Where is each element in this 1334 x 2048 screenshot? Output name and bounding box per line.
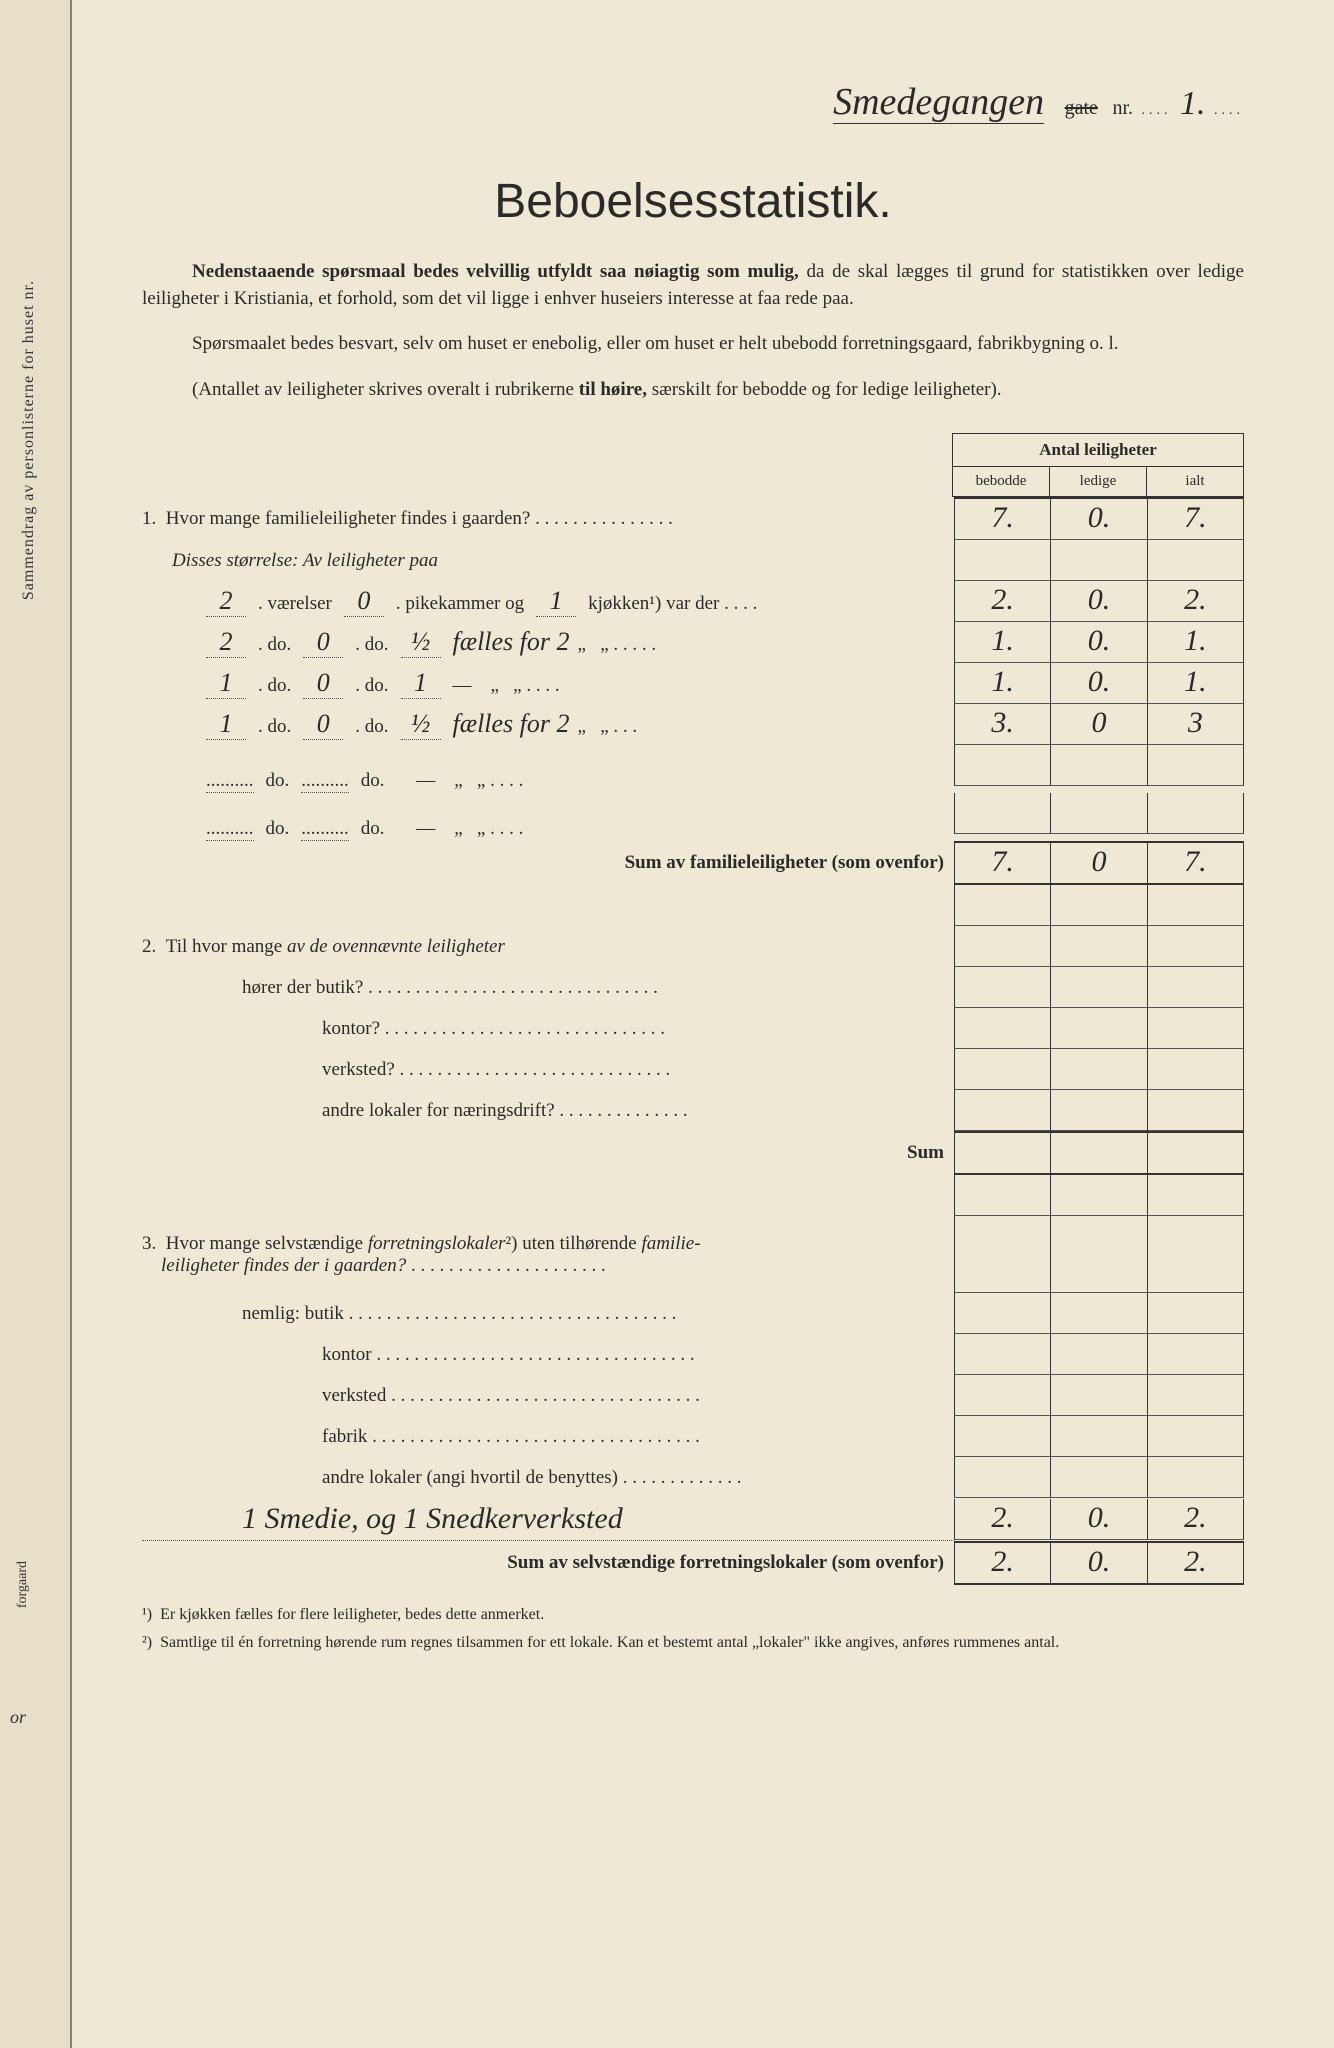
q1-subrow-1: 2. værelser 0. pikekammer og 1 kjøkken¹)…	[142, 581, 1244, 622]
q1-disses: Disses størrelse: Av leiligheter paa	[142, 540, 1244, 581]
q1-subrow-2: 2. do. 0. do. ½ fælles for 2 „ „ . . . .…	[142, 622, 1244, 663]
q3-handwritten: 1 Smedie, og 1 Snedkerverksted 2. 0. 2.	[142, 1498, 1244, 1541]
footnote-1: Er kjøkken fælles for flere leiligheter,…	[160, 1603, 544, 1627]
nr-label: nr.	[1112, 97, 1133, 119]
q3-sum: Sum av selvstændige forretningslokaler (…	[142, 1541, 1244, 1585]
col-ialt: ialt	[1147, 467, 1243, 496]
q1-subrow-6: ..........do. ..........do. — „ „ . . . …	[142, 793, 1244, 841]
intro-paragraph-1: Nedenstaaende spørsmaal bedes velvillig …	[142, 259, 1244, 312]
street-name: Smedegangen	[833, 81, 1044, 124]
q2-andre: andre lokaler for næringsdrift? . . . . …	[142, 1090, 1244, 1131]
q2-verksted: verksted? . . . . . . . . . . . . . . . …	[142, 1049, 1244, 1090]
document-spine: Sammendrag av personlisterne for huset n…	[0, 0, 72, 2048]
q2-kontor: kontor? . . . . . . . . . . . . . . . . …	[142, 1008, 1244, 1049]
footnotes: ¹) Er kjøkken fælles for flere leilighet…	[142, 1603, 1244, 1655]
table-header: Antal leiligheter bebodde ledige ialt	[142, 433, 1244, 497]
col-bebodde: bebodde	[953, 467, 1050, 496]
q2-sum: Sum	[142, 1131, 1244, 1175]
col-ledige: ledige	[1050, 467, 1147, 496]
intro-paragraph-2: Spørsmaalet bedes besvart, selv om huset…	[142, 331, 1244, 358]
table-header-title: Antal leiligheter	[953, 434, 1243, 467]
q3-andre: andre lokaler (angi hvortil de benyttes)…	[142, 1457, 1244, 1498]
gate-label: gate	[1065, 97, 1098, 119]
q3-kontor: kontor . . . . . . . . . . . . . . . . .…	[142, 1334, 1244, 1375]
spine-text-1: Sammendrag av personlisterne for huset n…	[20, 280, 38, 600]
question-2-row: 2. Til hvor mange av de ovennævnte leili…	[142, 926, 1244, 967]
q1-subrow-4: 1. do. 0. do. ½ fælles for 2 „ „ . . . 3…	[142, 704, 1244, 745]
footnote-2: Samtlige til én forretning hørende rum r…	[160, 1631, 1059, 1655]
intro-paragraph-3: (Antallet av leiligheter skrives overalt…	[142, 377, 1244, 404]
q2-butik: hører der butik? . . . . . . . . . . . .…	[142, 967, 1244, 1008]
q1-cell-ledige: 0.	[1050, 497, 1146, 540]
document-page: Smedegangen gate nr. .... 1. .... Beboel…	[72, 0, 1334, 2048]
page-title: Beboelsesstatistik.	[142, 174, 1244, 229]
header-street-line: Smedegangen gate nr. .... 1. ....	[142, 80, 1244, 124]
q1-sum-row: Sum av familieleiligheter (som ovenfor) …	[142, 841, 1244, 885]
q1-subrow-5: ..........do. ..........do. — „ „ . . . …	[142, 745, 1244, 793]
spine-text-2: forgaard	[15, 1561, 31, 1608]
q1-cell-ialt: 7.	[1147, 497, 1244, 540]
q3-fabrik: fabrik . . . . . . . . . . . . . . . . .…	[142, 1416, 1244, 1457]
q1-subrow-3: 1. do. 0. do. 1 — „ „ . . . . 1. 0. 1.	[142, 663, 1244, 704]
q1-cell-bebodde: 7.	[954, 497, 1050, 540]
q3-verksted: verksted . . . . . . . . . . . . . . . .…	[142, 1375, 1244, 1416]
question-3-row: 3. Hvor mange selvstændige forretningslo…	[142, 1216, 1244, 1293]
spine-text-3: or	[10, 1707, 26, 1728]
question-1-row: 1. Hvor mange familieleiligheter findes …	[142, 497, 1244, 540]
q3-butik: nemlig: butik . . . . . . . . . . . . . …	[142, 1293, 1244, 1334]
street-number: 1.	[1180, 85, 1206, 122]
